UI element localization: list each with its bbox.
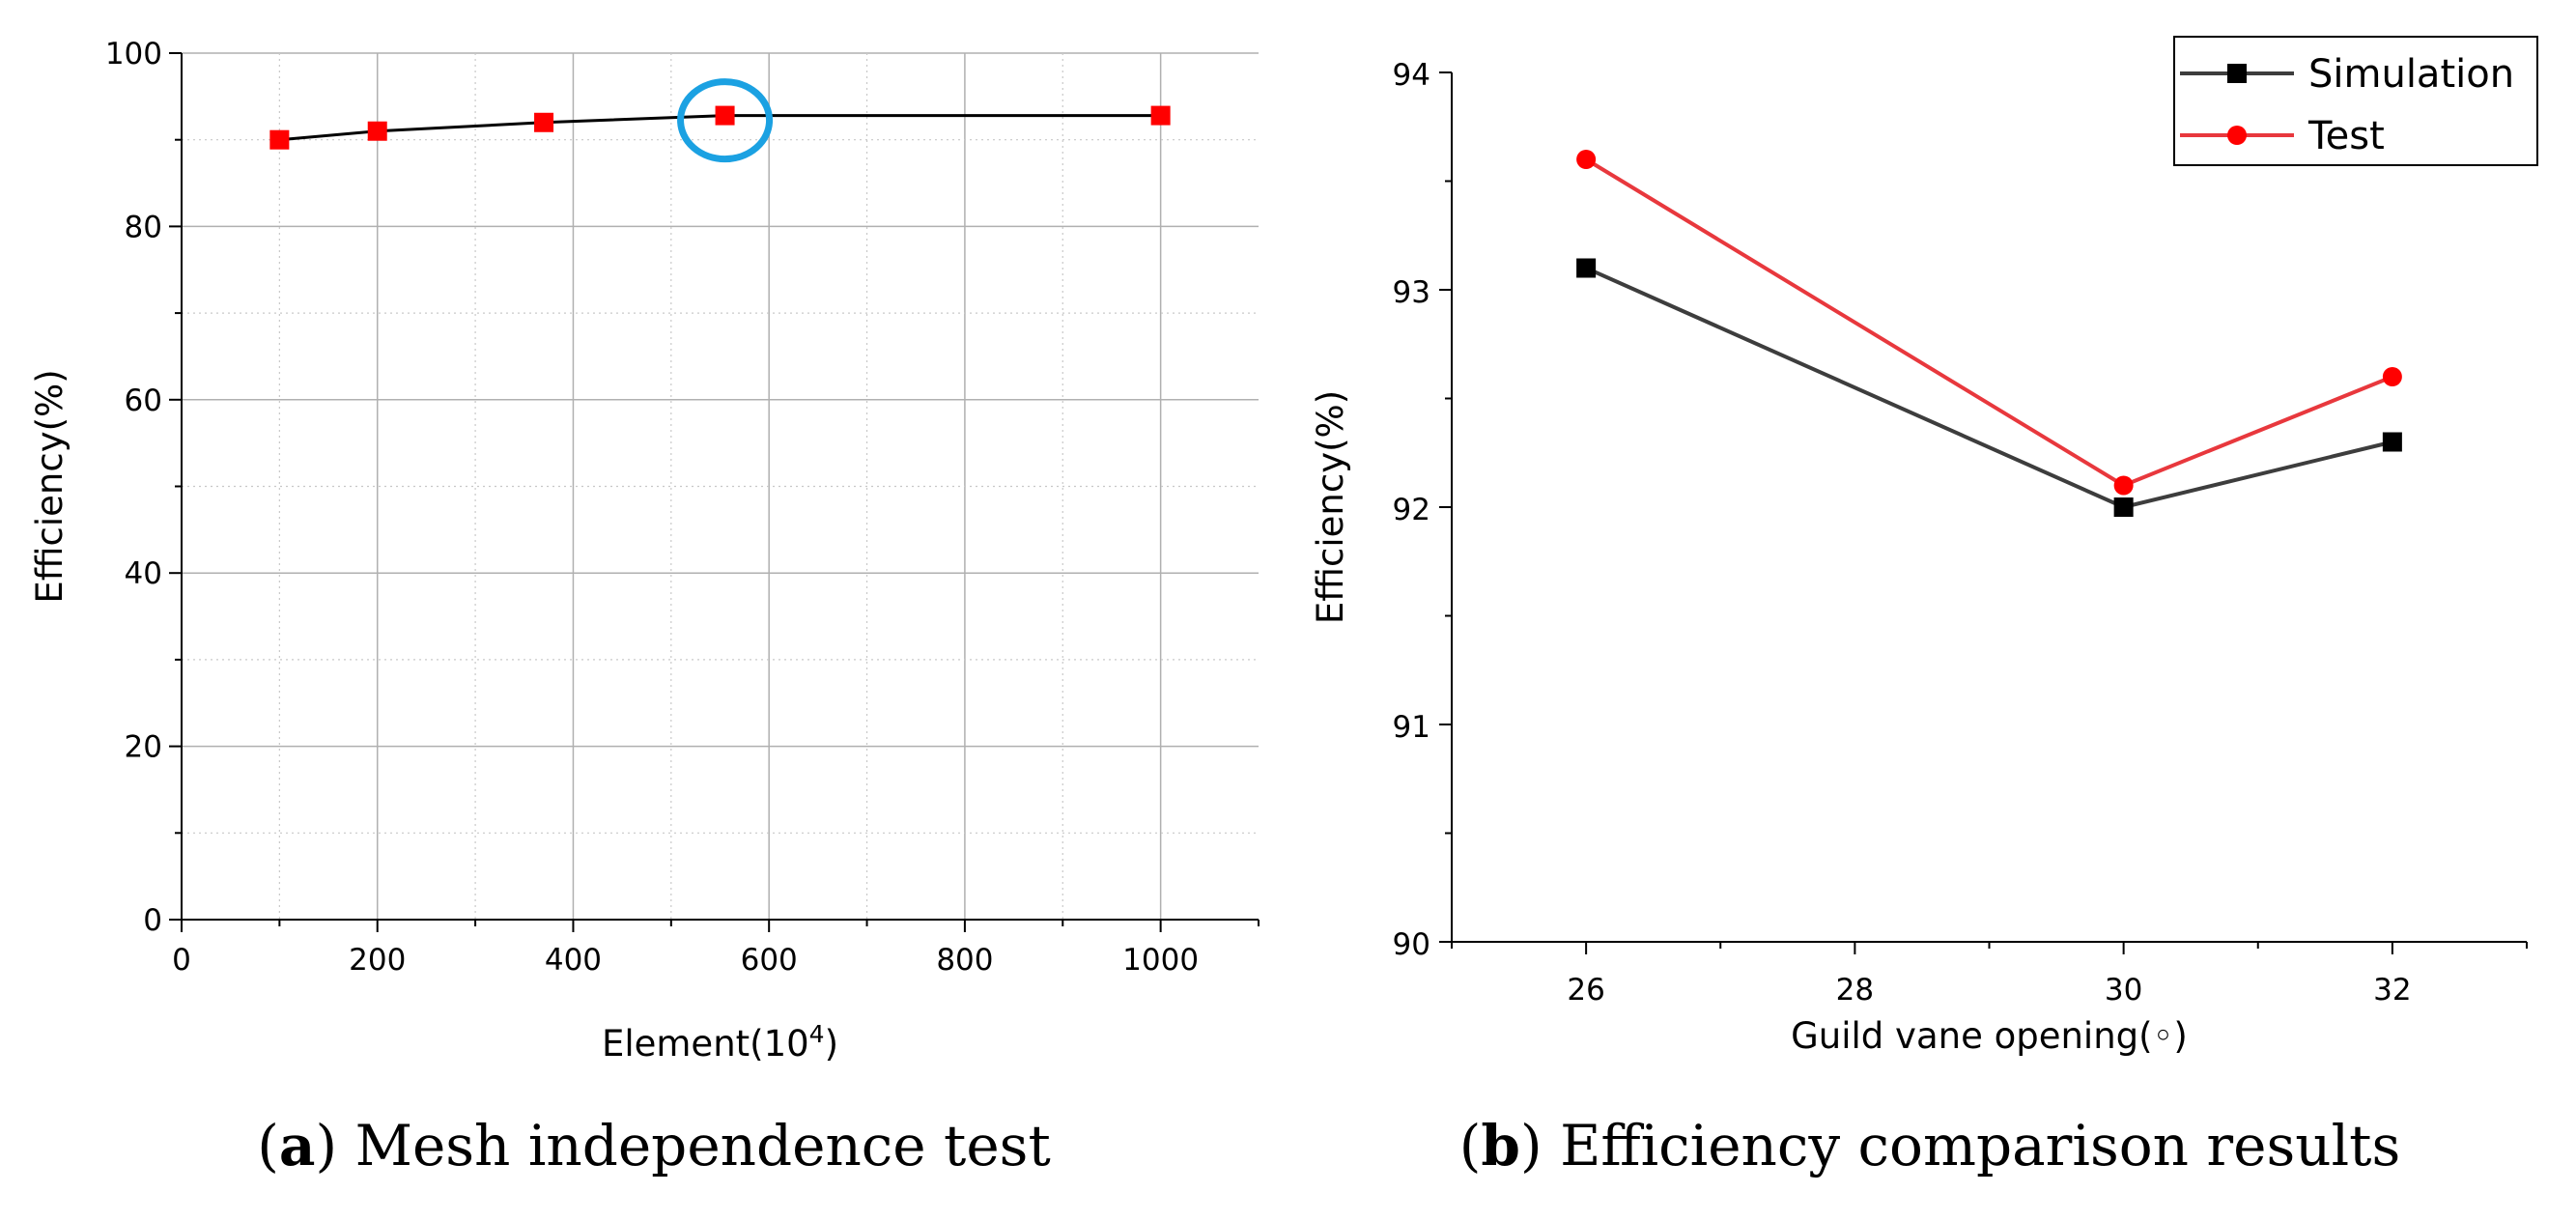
chart-a-x-tick-label: 400 <box>545 943 602 978</box>
chart-b-x-tick-label: 30 <box>2105 973 2142 1008</box>
chart-b-y-tick-label: 93 <box>1393 275 1430 310</box>
caption-b-text: Efficiency comparison results <box>1560 1113 2401 1178</box>
chart-a-highlight-circle <box>677 78 774 163</box>
chart-a-data-point <box>367 121 387 141</box>
chart-a-y-tick-label: 20 <box>125 730 162 765</box>
chart-a-data-point <box>1150 105 1171 126</box>
chart-b-legend-label-simulation: Simulation <box>2308 52 2514 97</box>
chart-b-x-tick-label: 32 <box>2373 973 2411 1008</box>
chart-b-data-point-test <box>2113 475 2134 496</box>
chart-b-legend-label-test: Test <box>2307 114 2385 158</box>
caption-a-letter: a <box>278 1113 316 1178</box>
chart-a-y-tick-label: 60 <box>125 383 162 418</box>
chart-a-data-point <box>269 129 290 150</box>
chart-b-legend-marker-simulation <box>2227 64 2247 83</box>
chart-b-legend-marker-test <box>2227 126 2247 145</box>
chart-a-y-tick-label: 0 <box>143 903 162 938</box>
caption-b: (b) Efficiency comparison results <box>1458 1113 2401 1178</box>
chart-a-y-tick-label: 100 <box>105 37 162 71</box>
chart-b-data-point-simulation <box>2382 432 2402 452</box>
chart-b-y-axis-label: Efficiency(%) <box>1310 390 1351 624</box>
chart-b-y-tick-label: 92 <box>1393 493 1430 527</box>
chart-b-y-tick-label: 94 <box>1393 58 1430 93</box>
chart-a-y-tick-label: 80 <box>125 210 162 244</box>
chart-a-data-point <box>715 105 735 126</box>
chart-b-x-tick-label: 28 <box>1836 973 1874 1008</box>
chart-a-x-tick-label: 200 <box>349 943 406 978</box>
chart-b-x-axis-label: Guild vane opening(◦) <box>1791 1015 2188 1057</box>
chart-a: 0 200 400 600 800 1000 0 20 40 60 80 100 Element(104… <box>29 37 1260 1065</box>
chart-b-series-line-simulation <box>1585 266 2393 510</box>
chart-a-x-axis-label: Element(104) <box>602 1020 838 1065</box>
chart-a-y-tick-label: 40 <box>125 556 162 591</box>
chart-a-x-tick-label: 0 <box>172 943 191 978</box>
chart-a-x-tick-label: 600 <box>741 943 798 978</box>
chart-b-data-point-simulation <box>1576 258 1597 278</box>
chart-a-x-tick-label: 800 <box>936 943 993 978</box>
chart-b-data-point-test <box>2382 367 2402 386</box>
chart-b-x-tick-label: 26 <box>1567 973 1604 1008</box>
caption-a: (a) Mesh independence test <box>257 1113 1051 1178</box>
chart-b-data-point-simulation <box>2113 497 2134 517</box>
chart-b: 26 28 30 32 90 91 92 93 94 Guild vane opening(◦) E… <box>1310 36 2538 1057</box>
chart-a-x-tick-label: 1000 <box>1122 943 1199 978</box>
chart-a-data-point <box>534 112 554 132</box>
caption-b-letter: b <box>1481 1113 1520 1178</box>
caption-a-text: Mesh independence test <box>354 1113 1051 1178</box>
chart-b-y-tick-label: 90 <box>1393 927 1430 962</box>
chart-b-legend: Simulation Test <box>2173 36 2538 166</box>
chart-a-y-axis-label: Efficiency(%) <box>29 369 71 603</box>
chart-b-data-point-test <box>1576 150 1597 169</box>
chart-b-y-tick-label: 91 <box>1393 710 1430 745</box>
